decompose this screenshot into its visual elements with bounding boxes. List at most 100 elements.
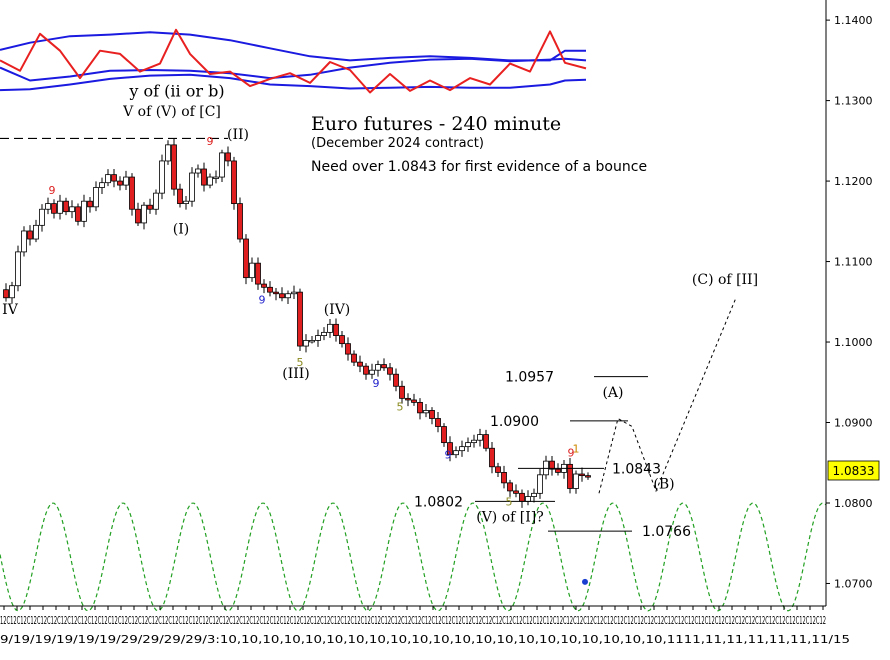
candle — [81, 200, 87, 222]
candle — [201, 168, 207, 186]
candle — [363, 365, 369, 375]
candle — [525, 496, 531, 502]
chart-subtitle: (December 2024 contract) — [311, 136, 484, 151]
candle — [585, 475, 591, 478]
candle — [579, 473, 585, 477]
wave-label: (III) — [282, 366, 310, 382]
time-axis: 12C12C12C12C12C12C12C12C12C12C12C12C12C1… — [0, 614, 850, 646]
candle — [567, 463, 573, 489]
marker-dot — [582, 578, 588, 585]
price-tick-label: 1.1400 — [834, 14, 873, 27]
chart-titles: Euro futures - 240 minute (December 2024… — [311, 113, 647, 175]
price-tick-label: 1.0800 — [834, 497, 873, 510]
price-tick-label: 1.0700 — [834, 577, 873, 590]
last-price-badge: 1.0833 — [827, 460, 880, 481]
candle — [369, 369, 375, 375]
candle — [33, 224, 39, 240]
candle — [57, 200, 63, 214]
candle — [447, 442, 453, 456]
candle — [549, 460, 555, 470]
candle — [501, 472, 507, 484]
candle — [477, 434, 483, 441]
wave-label: (II) — [227, 127, 249, 143]
candle — [555, 468, 561, 473]
candle — [273, 291, 279, 295]
candle — [423, 410, 429, 414]
candle — [519, 492, 525, 502]
candle — [453, 450, 459, 456]
candle — [27, 230, 33, 240]
wave-label: V of (V) of [C] — [122, 104, 221, 120]
wave-label: 9 — [445, 449, 452, 462]
candle — [219, 152, 225, 178]
candle — [417, 401, 423, 414]
last-price-label: 1.0833 — [833, 464, 875, 478]
candle — [171, 144, 177, 190]
chart-title: Euro futures - 240 minute — [311, 113, 561, 135]
oscillator-lower-band — [0, 73, 587, 92]
wave-label: (C) of [II] — [692, 272, 758, 288]
candle — [429, 410, 435, 419]
candle — [351, 353, 357, 363]
candle — [261, 283, 267, 288]
time-tick-row-1: 12C12C12C12C12C12C12C12C12C12C12C12C12C1… — [0, 614, 826, 627]
candle — [99, 182, 105, 188]
candle — [21, 230, 27, 253]
price-tick-label: 1.1300 — [834, 95, 873, 108]
candle — [333, 323, 339, 336]
candle — [75, 206, 81, 222]
candle — [153, 192, 159, 210]
candle — [93, 187, 99, 208]
wave-label: IV — [2, 302, 19, 318]
wave-label: 9 — [49, 184, 56, 197]
candle — [135, 208, 141, 224]
candle — [189, 172, 195, 202]
candle — [435, 418, 441, 427]
candle — [489, 447, 495, 468]
candle — [357, 361, 363, 367]
level-label: 1.0843 — [612, 461, 661, 477]
candle — [315, 335, 321, 341]
candle — [537, 474, 543, 494]
candle — [3, 289, 9, 299]
candle — [375, 364, 381, 371]
candle — [63, 200, 69, 213]
candle — [39, 208, 45, 226]
candle — [9, 285, 15, 299]
candle — [387, 367, 393, 375]
price-tick-label: 1.1000 — [834, 336, 873, 349]
candle — [405, 397, 411, 401]
wave-label: 9 — [207, 135, 214, 148]
wave-label: (V) of [I]? — [476, 509, 544, 525]
candle — [117, 180, 123, 186]
level-label: 1.0957 — [505, 370, 554, 386]
candle — [207, 176, 213, 186]
candle — [495, 466, 501, 473]
oscillator-line — [0, 28, 587, 94]
candle — [225, 152, 231, 162]
price-tick-label: 1.1200 — [834, 175, 873, 188]
annotations: 1.0957 1.0900 1.0843 1.0802 1.0766 IV (I) (II) (… — [2, 82, 758, 585]
price-axis: 1.0700 1.0800 1.0900 1.1000 1.1100 1.1200 1.13… — [0, 0, 873, 610]
candle — [147, 204, 153, 210]
wave-label: (A) — [602, 385, 623, 401]
candle — [111, 174, 117, 182]
time-tick-row-2: 9/19/19/19/19/19/29/29/29/29/3:10,10,10,… — [0, 633, 850, 646]
oscillator-middle-band — [0, 57, 587, 82]
candle — [573, 473, 579, 489]
candle — [159, 160, 165, 194]
level-label: 1.0766 — [642, 524, 691, 540]
candle — [411, 399, 417, 403]
candle — [279, 293, 285, 299]
candle — [297, 291, 303, 347]
candle — [285, 293, 291, 299]
chart-note: Need over 1.0843 for first evidence of a… — [311, 159, 647, 175]
wave-label: 5 — [297, 356, 304, 369]
candle — [459, 446, 465, 452]
candle — [399, 385, 405, 399]
wave-label: 9 — [259, 293, 266, 306]
candle — [531, 492, 537, 497]
plot-area — [0, 28, 827, 612]
candle — [393, 373, 399, 387]
